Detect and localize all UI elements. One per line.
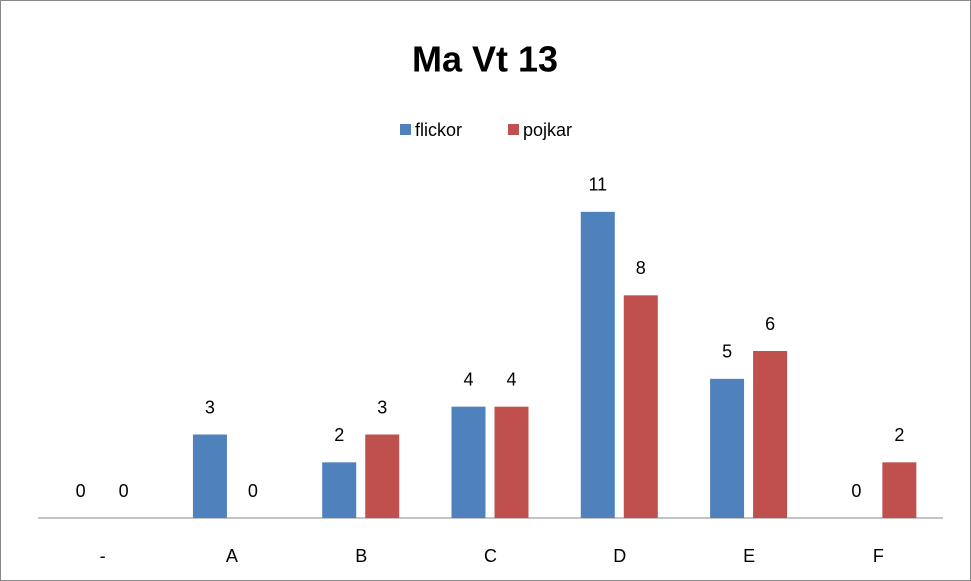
legend-label: flickor <box>415 120 462 140</box>
x-tick-label: B <box>355 546 367 566</box>
bar <box>322 462 357 518</box>
bar <box>451 406 486 518</box>
x-tick-label: F <box>873 546 884 566</box>
legend-label: pojkar <box>523 120 572 140</box>
bar <box>365 434 400 518</box>
data-label: 2 <box>894 425 904 445</box>
chart-title: Ma Vt 13 <box>412 39 558 80</box>
bar <box>192 434 227 518</box>
x-tick-label: E <box>743 546 755 566</box>
data-label: 2 <box>334 425 344 445</box>
data-label: 0 <box>76 481 86 501</box>
bar <box>623 295 658 518</box>
data-label: 8 <box>636 258 646 278</box>
data-label: 5 <box>722 342 732 362</box>
bar <box>494 406 529 518</box>
data-label: 11 <box>588 175 607 195</box>
x-tick-label: D <box>613 546 626 566</box>
data-label: 6 <box>765 314 775 334</box>
bar <box>580 211 615 519</box>
data-label: 4 <box>506 369 516 389</box>
legend-swatch <box>508 124 519 135</box>
x-tick-label: A <box>226 546 238 566</box>
data-label: 4 <box>463 369 473 389</box>
data-label: 3 <box>205 397 215 417</box>
bar <box>710 378 745 518</box>
bar <box>753 351 788 518</box>
bar <box>882 462 917 518</box>
data-label: 0 <box>119 481 129 501</box>
x-tick-label: C <box>484 546 497 566</box>
x-tick-label: - <box>100 546 106 566</box>
legend-swatch <box>400 124 411 135</box>
data-label: 0 <box>248 481 258 501</box>
data-label: 3 <box>377 397 387 417</box>
data-label: 0 <box>851 481 861 501</box>
